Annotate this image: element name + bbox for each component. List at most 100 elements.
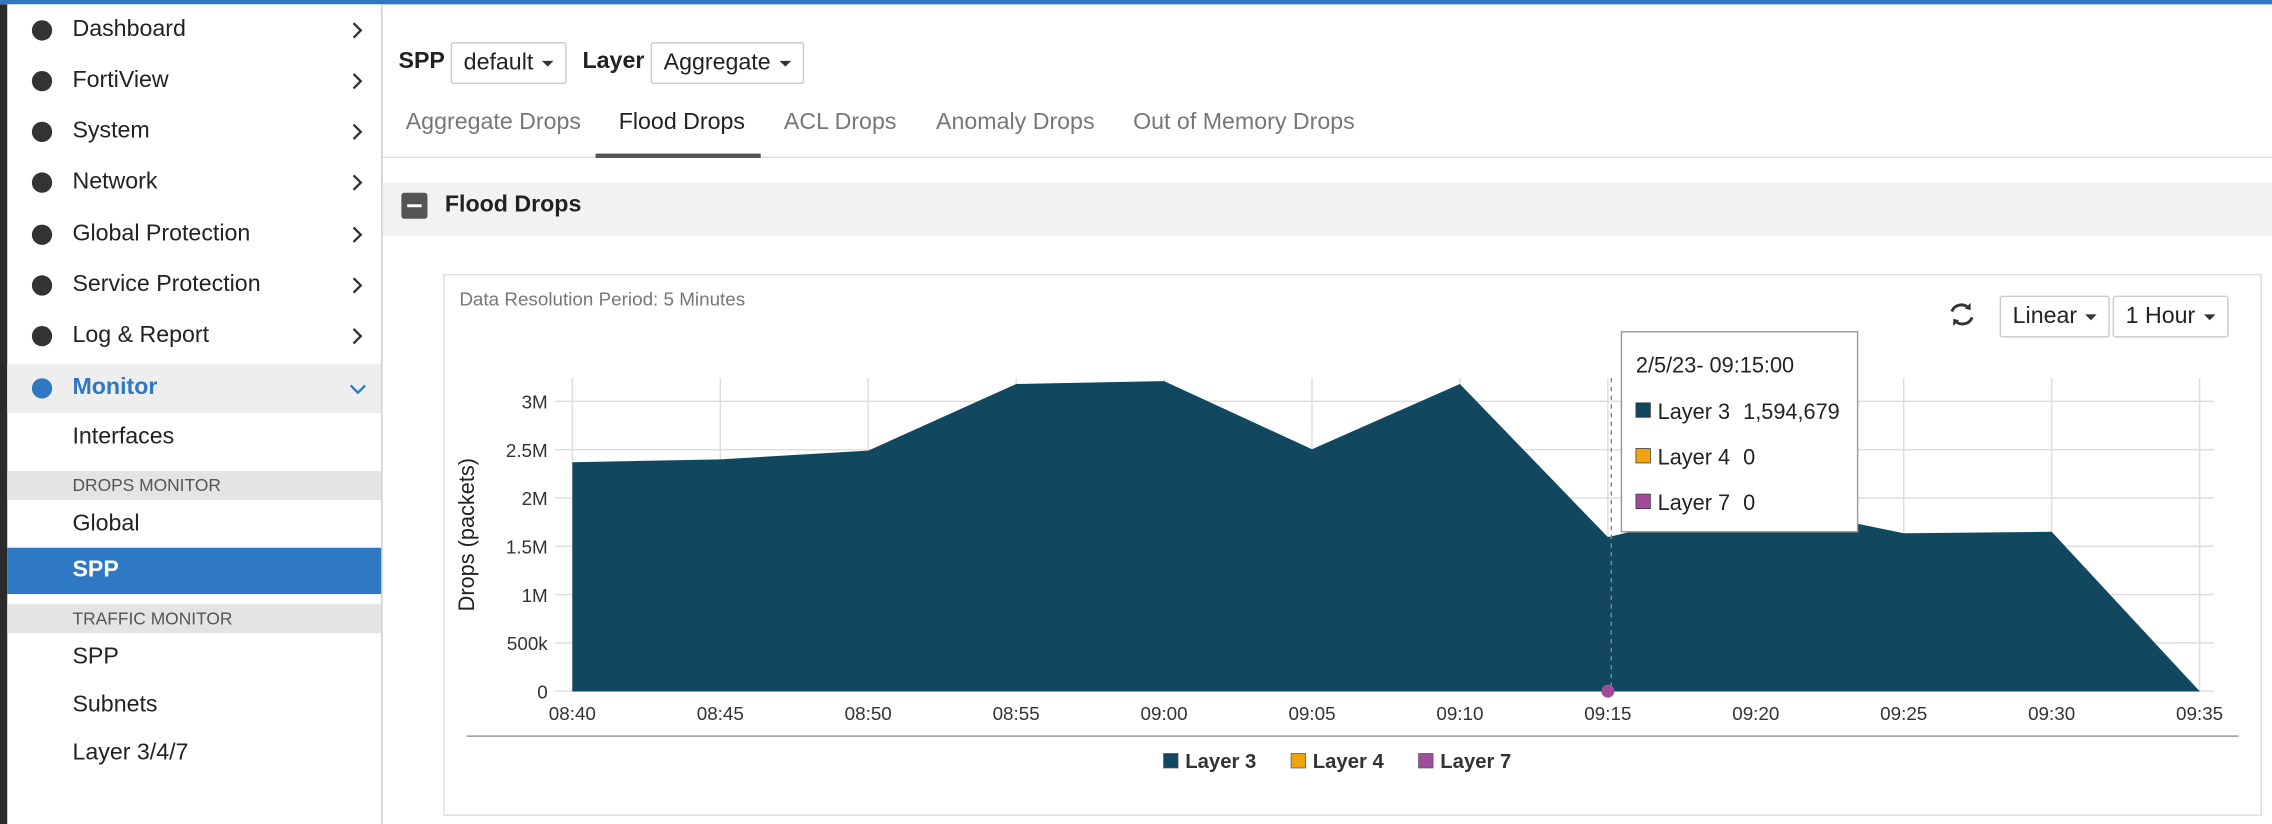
submenu-label: Layer 3/4/7 bbox=[72, 740, 189, 766]
submenu-label: SPP bbox=[72, 644, 119, 670]
panel-header bbox=[382, 182, 2272, 237]
y-tick-label: 1M bbox=[522, 585, 548, 606]
sidebar bbox=[0, 4, 383, 824]
section-header: TRAFFIC MONITOR bbox=[7, 604, 382, 634]
submenu-item[interactable]: SPP bbox=[7, 635, 381, 681]
chevron bbox=[352, 174, 363, 191]
x-tick-label: 08:40 bbox=[549, 703, 596, 724]
chevron bbox=[352, 277, 363, 294]
tooltip-swatch bbox=[1635, 493, 1651, 509]
chevron bbox=[349, 384, 366, 395]
layer-dropdown[interactable]: Aggregate bbox=[650, 42, 804, 85]
section-label: TRAFFIC MONITOR bbox=[72, 608, 233, 629]
menu-item[interactable]: FortiView bbox=[7, 57, 381, 106]
submenu-label: SPP bbox=[72, 557, 119, 583]
tooltip-swatch bbox=[1635, 448, 1651, 464]
submenu-item[interactable]: SPP bbox=[7, 547, 382, 595]
tooltip-series: Layer 3 bbox=[1658, 399, 1730, 424]
tooltip-swatch bbox=[1635, 402, 1651, 418]
tabs-divider bbox=[382, 156, 2272, 158]
range-dropdown[interactable]: 1 Hour bbox=[2112, 295, 2229, 338]
x-tick-label: 08:55 bbox=[993, 703, 1040, 724]
chart-card bbox=[443, 273, 2262, 816]
menu-label: Network bbox=[72, 169, 158, 195]
chart-subtitle: Data Resolution Period: 5 Minutes bbox=[459, 288, 746, 311]
tab[interactable]: ACL Drops bbox=[783, 110, 897, 135]
chevron bbox=[352, 73, 363, 90]
tooltip-series: Layer 4 bbox=[1658, 444, 1730, 469]
submenu-label: Interfaces bbox=[72, 424, 175, 450]
y-tick-label: 0 bbox=[537, 681, 547, 702]
y-axis-label: Drops (packets) bbox=[454, 458, 479, 611]
y-tick-label: 1.5M bbox=[506, 537, 548, 558]
submenu-item[interactable]: Global bbox=[7, 501, 381, 547]
submenu-label: Global bbox=[72, 511, 140, 537]
menu-label: System bbox=[72, 118, 150, 144]
tooltip-series: Layer 7 bbox=[1658, 490, 1730, 515]
tab[interactable]: Aggregate Drops bbox=[405, 110, 582, 135]
x-tick-label: 09:00 bbox=[1141, 703, 1188, 724]
menu-icon bbox=[31, 71, 53, 92]
menu-icon bbox=[31, 121, 53, 143]
chevron bbox=[352, 22, 363, 39]
tooltip-value: 1,594,679 bbox=[1743, 399, 1840, 424]
x-tick-label: 09:15 bbox=[1584, 703, 1631, 724]
menu-label: Monitor bbox=[72, 375, 158, 400]
panel-title: Flood Drops bbox=[444, 192, 582, 218]
tab[interactable]: Out of Memory Drops bbox=[1133, 110, 1355, 135]
x-tick-label: 09:30 bbox=[2028, 703, 2075, 724]
legend-swatch bbox=[1418, 753, 1434, 769]
collapse-button[interactable] bbox=[401, 192, 428, 219]
tab[interactable]: Anomaly Drops bbox=[936, 110, 1095, 135]
submenu-label: Subnets bbox=[72, 692, 158, 718]
top-bar bbox=[0, 0, 2272, 5]
x-tick-label: 08:45 bbox=[697, 703, 744, 724]
y-tick-label: 2.5M bbox=[506, 440, 548, 461]
menu-label: FortiView bbox=[72, 68, 169, 93]
x-tick-label: 09:25 bbox=[1880, 703, 1927, 724]
x-tick-label: 09:20 bbox=[1732, 703, 1779, 724]
menu-item[interactable]: Global Protection bbox=[7, 210, 381, 259]
y-tick-label: 3M bbox=[522, 392, 548, 413]
menu-icon bbox=[31, 20, 53, 41]
legend-label: Layer 7 bbox=[1440, 751, 1511, 773]
legend-label: Layer 3 bbox=[1185, 751, 1256, 773]
spp-dropdown[interactable]: default bbox=[450, 42, 567, 85]
refresh-button[interactable] bbox=[1947, 300, 1976, 329]
menu-item[interactable]: Dashboard bbox=[7, 6, 381, 55]
x-tick-label: 09:35 bbox=[2176, 703, 2223, 724]
menu-item[interactable]: System bbox=[7, 107, 381, 156]
submenu-item[interactable]: Layer 3/4/7 bbox=[7, 730, 381, 776]
chevron bbox=[352, 328, 363, 345]
submenu-item[interactable]: Subnets bbox=[7, 682, 381, 728]
menu-label: Dashboard bbox=[72, 17, 186, 43]
tooltip-title: 2/5/23- 09:15:00 bbox=[1636, 352, 1794, 377]
menu-item[interactable]: Monitor bbox=[7, 363, 382, 413]
menu-item[interactable]: Network bbox=[7, 158, 381, 207]
menu-item[interactable]: Log & Report bbox=[7, 312, 381, 361]
tab[interactable]: Flood Drops bbox=[618, 110, 746, 135]
menu-label: Log & Report bbox=[72, 323, 210, 348]
sidebar-edge bbox=[0, 4, 8, 824]
menu-icon bbox=[31, 172, 53, 193]
hover-point bbox=[1601, 684, 1615, 698]
section-header: DROPS MONITOR bbox=[7, 470, 382, 500]
scale-dropdown[interactable]: Linear bbox=[1999, 295, 2111, 338]
y-tick-label: 500k bbox=[507, 633, 548, 654]
x-tick-label: 09:05 bbox=[1288, 703, 1335, 724]
spp-label: SPP bbox=[398, 49, 445, 74]
area bbox=[572, 381, 2200, 692]
tooltip bbox=[1620, 331, 1859, 533]
submenu-item[interactable]: Interfaces bbox=[7, 414, 381, 460]
menu-label: Service Protection bbox=[72, 272, 261, 298]
section-label: DROPS MONITOR bbox=[72, 475, 221, 496]
x-tick-label: 08:50 bbox=[845, 703, 892, 724]
menu-item[interactable]: Service Protection bbox=[7, 261, 381, 310]
menu-icon bbox=[31, 275, 53, 296]
legend-swatch bbox=[1163, 753, 1179, 769]
x-tick-label: 09:10 bbox=[1436, 703, 1483, 724]
chevron bbox=[352, 123, 363, 140]
